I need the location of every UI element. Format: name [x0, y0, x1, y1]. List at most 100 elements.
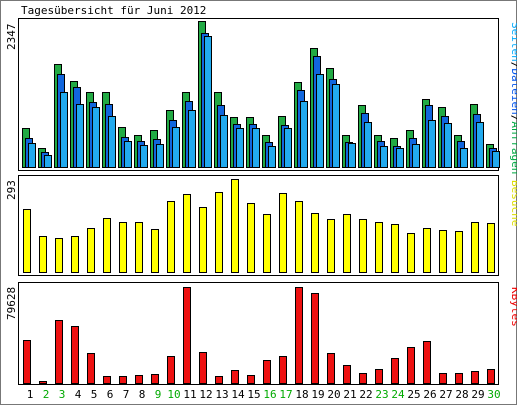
hits-bar-seiten-12: [204, 36, 212, 168]
kbytes-bar-30: [487, 369, 495, 384]
kbytes-bar-10: [167, 356, 175, 384]
x-tick-label-23: 23: [375, 388, 388, 401]
kbytes-bar-26: [423, 341, 431, 384]
visits-bar-10: [167, 201, 175, 273]
visits-bar-27: [439, 230, 447, 273]
visits-bar-13: [215, 192, 223, 273]
visits-bar-30: [487, 223, 495, 273]
visits-bar-7: [119, 222, 127, 273]
x-tick-label-14: 14: [231, 388, 245, 401]
kbytes-bar-1: [23, 340, 31, 384]
x-tick-label-8: 8: [139, 388, 146, 401]
kbytes-legend-part-0: KBytes: [509, 287, 517, 327]
hits-legend-part-2: Dateien: [509, 68, 517, 114]
x-tick-label-26: 26: [423, 388, 436, 401]
visits-bar-24: [391, 224, 399, 273]
kbytes-bar-8: [135, 375, 143, 384]
x-tick-label-15: 15: [247, 388, 260, 401]
x-axis-labels: 1 2 3 4 5 6 7 8 9 10 11 12 13 14 15 16 17 18 19 20 21 22 23 24 2…: [27, 388, 501, 401]
kbytes-bar-18: [295, 287, 303, 384]
visits-bar-8: [135, 222, 143, 273]
hits-bar-seiten-15: [252, 128, 260, 168]
x-tick-label-21: 21: [343, 388, 356, 401]
x-tick-label-29: 29: [471, 388, 484, 401]
visits-bar-4: [71, 236, 79, 273]
x-tick-label-27: 27: [439, 388, 452, 401]
hits-bar-seiten-9: [156, 144, 164, 168]
visits-bar-22: [359, 219, 367, 273]
kbytes-bar-11: [183, 287, 191, 384]
hits-bar-seiten-5: [92, 107, 100, 168]
kbytes-bar-14: [231, 370, 239, 384]
kbytes-bar-5: [87, 353, 95, 384]
hits-ymax-label: 2347: [5, 24, 18, 51]
hits-bar-seiten-24: [396, 148, 404, 168]
x-tick-label-20: 20: [327, 388, 340, 401]
visits-bar-14: [231, 179, 239, 273]
visits-bar-6: [103, 218, 111, 273]
kbytes-bar-21: [343, 365, 351, 384]
visits-legend-part-0: Besuche: [509, 180, 517, 226]
kbytes-bar-22: [359, 373, 367, 384]
kbytes-bar-29: [471, 371, 479, 384]
hits-bar-seiten-4: [76, 104, 84, 168]
x-tick-label-18: 18: [295, 388, 308, 401]
kbytes-bar-12: [199, 352, 207, 384]
kbytes-bar-19: [311, 293, 319, 384]
x-tick-label-7: 7: [123, 388, 130, 401]
visits-bar-25: [407, 233, 415, 273]
visits-legend: Besuche: [509, 180, 517, 226]
hits-bar-seiten-8: [140, 145, 148, 168]
x-tick-label-12: 12: [199, 388, 212, 401]
visits-bar-18: [295, 201, 303, 273]
x-tick-label-22: 22: [359, 388, 372, 401]
hits-bar-seiten-29: [476, 122, 484, 168]
visits-bar-15: [247, 203, 255, 273]
hits-bar-seiten-13: [220, 115, 228, 168]
x-tick-label-9: 9: [155, 388, 162, 401]
hits-legend-part-4: Anfragen: [509, 121, 517, 174]
visits-ymax-label: 293: [5, 180, 18, 200]
kbytes-bar-9: [151, 374, 159, 384]
x-tick-label-25: 25: [407, 388, 420, 401]
visits-bar-20: [327, 219, 335, 273]
kbytes-bar-27: [439, 373, 447, 384]
visits-bar-26: [423, 228, 431, 273]
hits-bar-seiten-16: [268, 146, 276, 168]
hits-bar-seiten-20: [332, 84, 340, 168]
hits-bar-seiten-26: [428, 120, 436, 168]
kbytes-bar-15: [247, 375, 255, 384]
visits-bar-1: [23, 209, 31, 273]
hits-bar-seiten-3: [60, 92, 68, 168]
x-tick-label-24: 24: [391, 388, 405, 401]
x-tick-label-17: 17: [279, 388, 292, 401]
hits-bar-seiten-10: [172, 127, 180, 168]
visits-bar-23: [375, 222, 383, 273]
visits-bar-16: [263, 214, 271, 273]
hits-bar-seiten-25: [412, 144, 420, 168]
hits-bar-seiten-22: [364, 122, 372, 168]
visits-bar-29: [471, 222, 479, 273]
kbytes-bar-7: [119, 376, 127, 384]
visits-bar-19: [311, 213, 319, 273]
kbytes-bar-25: [407, 347, 415, 384]
x-tick-label-28: 28: [455, 388, 468, 401]
x-tick-label-2: 2: [43, 388, 50, 401]
x-tick-label-4: 4: [75, 388, 82, 401]
hits-legend-part-3: /: [509, 115, 517, 122]
hits-bar-seiten-28: [460, 148, 468, 168]
kbytes-bar-17: [279, 356, 287, 384]
hits-bar-seiten-21: [348, 143, 356, 168]
hits-bar-seiten-11: [188, 110, 196, 168]
visits-bar-17: [279, 193, 287, 273]
x-tick-label-16: 16: [263, 388, 276, 401]
x-tick-label-6: 6: [107, 388, 114, 401]
x-tick-label-19: 19: [311, 388, 324, 401]
hits-bar-seiten-1: [28, 143, 36, 168]
hits-bar-seiten-23: [380, 146, 388, 168]
kbytes-ymax-label: 79628: [5, 287, 18, 320]
hits-bar-seiten-19: [316, 74, 324, 168]
x-tick-label-5: 5: [91, 388, 98, 401]
hits-bar-seiten-17: [284, 128, 292, 168]
